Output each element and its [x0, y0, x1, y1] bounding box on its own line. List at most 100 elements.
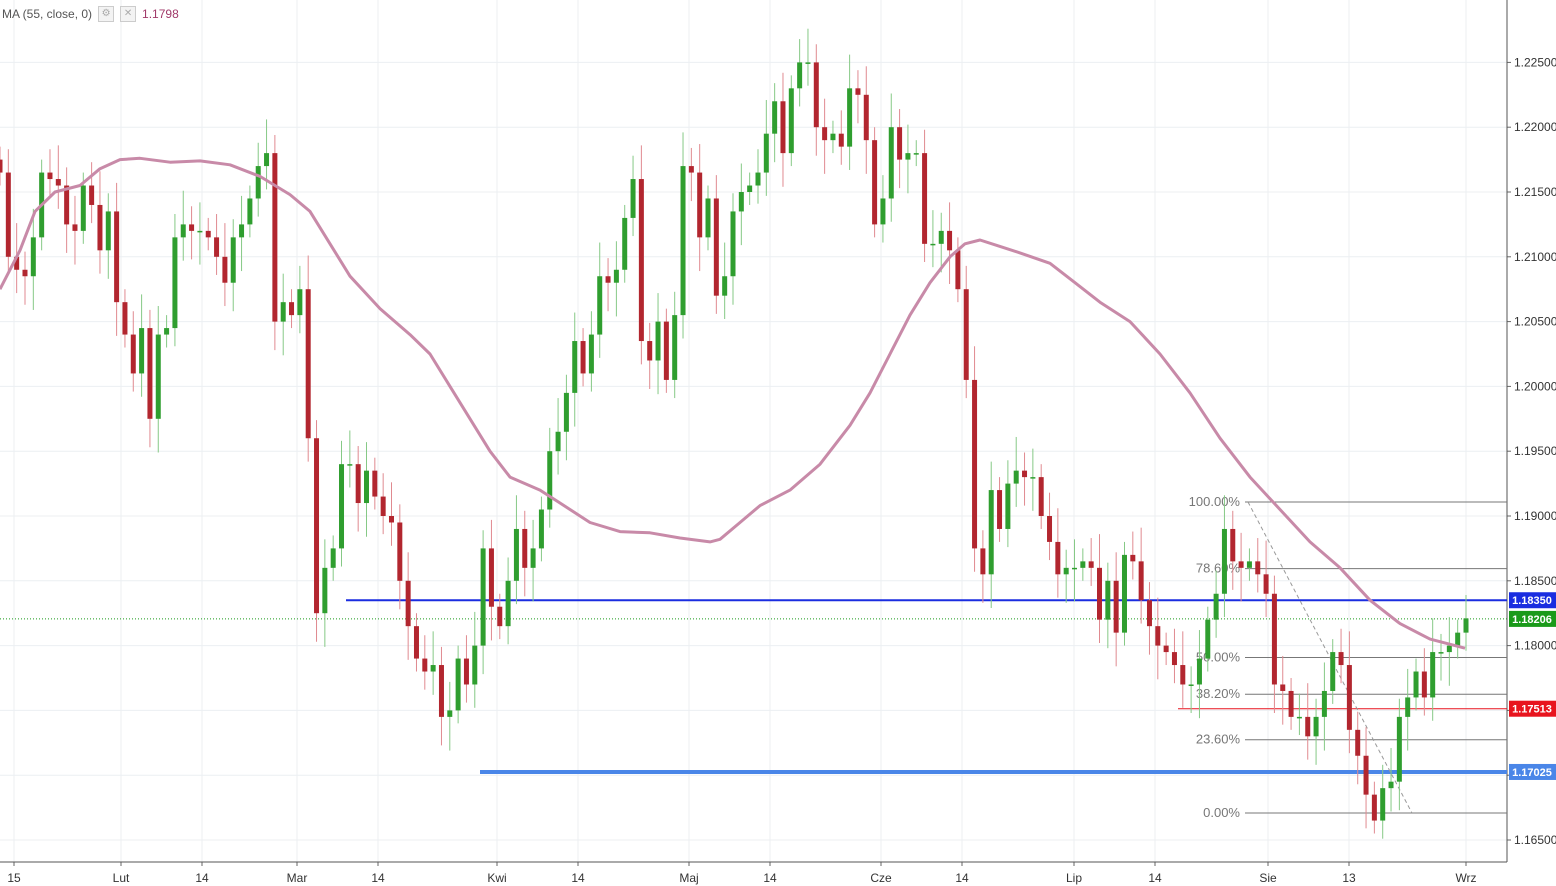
candle-up: [1330, 652, 1336, 691]
candle-down: [355, 464, 361, 504]
candle-up: [1413, 671, 1419, 698]
candle-down: [222, 256, 228, 283]
candle-down: [497, 606, 503, 627]
candle-down: [647, 341, 653, 361]
candle-up: [788, 88, 794, 154]
candle-down: [1088, 561, 1094, 568]
candle-up: [1396, 716, 1402, 782]
candle-down: [1263, 574, 1269, 594]
candle-up: [280, 302, 286, 322]
candle-up: [538, 509, 544, 549]
fib-trend-line[interactable]: [1247, 501, 1413, 814]
time-tick-label: Lip: [1066, 871, 1082, 885]
candle-down: [1055, 541, 1061, 575]
candle-up: [1121, 554, 1127, 633]
price-tick-label: 1.18000: [1514, 639, 1556, 653]
indicator-value: 1.1798: [142, 7, 179, 21]
candle-down: [663, 321, 669, 380]
candle-up: [255, 166, 261, 199]
candle-up: [847, 88, 853, 147]
candle-down: [1338, 652, 1344, 666]
candle-up: [630, 179, 636, 218]
gear-icon[interactable]: ⚙: [98, 6, 115, 22]
candle-down: [1305, 716, 1311, 737]
candle-up: [1013, 470, 1019, 484]
candle-down: [688, 166, 694, 173]
candle-down: [1238, 561, 1244, 568]
price-tick-label: 1.16500: [1514, 833, 1556, 847]
candle-up: [622, 217, 628, 270]
candle-up: [730, 211, 736, 277]
candle-down: [397, 522, 403, 581]
candle-up: [1080, 561, 1086, 568]
candle-down: [1371, 794, 1377, 821]
candle-up: [264, 153, 270, 167]
candle-up: [1380, 788, 1386, 821]
price-tick-label: 1.19000: [1514, 509, 1556, 523]
time-tick-label: 14: [371, 871, 385, 885]
candle-up: [680, 166, 686, 316]
horizontal-levels[interactable]: [0, 599, 1507, 774]
time-tick-label: 14: [1148, 871, 1162, 885]
candle-up: [905, 153, 911, 160]
candle-down: [272, 153, 278, 322]
candle-down: [314, 438, 320, 614]
candle-up: [1213, 593, 1219, 620]
candle-up: [247, 198, 253, 225]
candle-down: [1280, 684, 1286, 691]
time-tick-label: Lut: [113, 871, 130, 885]
fib-level-label: 38.20%: [1196, 686, 1241, 701]
candle-down: [580, 341, 586, 374]
candle-down: [64, 185, 70, 225]
fib-level-label: 0.00%: [1203, 805, 1240, 820]
candle-down: [813, 62, 819, 128]
candle-down: [955, 250, 961, 290]
fib-level-label: 23.60%: [1196, 732, 1241, 747]
candle-up: [1446, 645, 1452, 653]
candle-up: [347, 464, 353, 466]
fibonacci-retracement[interactable]: 100.00% 78.60% 50.00% 38.20% 23.60% 0.00%: [1189, 494, 1507, 820]
candle-up: [1296, 716, 1302, 719]
candle-up: [164, 328, 170, 335]
price-label-text: 1.17513: [1512, 704, 1552, 716]
chart-grid: [0, 0, 1507, 862]
candle-up: [547, 451, 553, 510]
candle-down: [405, 580, 411, 627]
candle-up: [80, 185, 86, 231]
candle-up: [1030, 477, 1036, 479]
candle-down: [605, 276, 611, 283]
candle-up: [722, 276, 728, 296]
price-label-box: [1509, 610, 1556, 627]
candle-down: [1047, 516, 1053, 542]
candle-up: [513, 528, 519, 581]
candle-up: [613, 269, 619, 283]
candle-down: [388, 516, 394, 523]
price-tick-label: 1.18500: [1514, 574, 1556, 588]
candle-up: [505, 580, 511, 627]
close-icon[interactable]: ✕: [120, 6, 137, 22]
price-tick-label: 1.22500: [1514, 55, 1556, 69]
price-axis: 1.165001.170001.175001.180001.185001.190…: [1506, 0, 1556, 862]
candle-down: [5, 172, 11, 257]
candle-down: [438, 665, 444, 717]
candle-down: [122, 302, 128, 335]
candle-up: [1205, 619, 1211, 659]
candle-up: [880, 198, 886, 225]
candle-down: [1355, 729, 1361, 756]
candle-up: [1188, 684, 1194, 686]
candle-down: [305, 289, 311, 439]
candle-down: [822, 127, 828, 141]
candle-down: [1363, 755, 1369, 795]
candle-down: [980, 548, 986, 575]
time-axis: 15 Lut 14 Mar 14 Kwi 14 Maj 14 Cze 14 Lip 14 Sie 13 Wrz: [0, 861, 1507, 885]
candle-up: [572, 341, 578, 393]
candle-up: [230, 237, 236, 283]
candle-up: [1321, 690, 1327, 717]
candle-down: [97, 204, 103, 251]
candle-up: [738, 192, 744, 212]
fib-level-label: 50.00%: [1196, 650, 1241, 665]
candle-down: [963, 289, 969, 380]
price-tick-label: 1.20000: [1514, 379, 1556, 393]
candle-up: [1388, 781, 1394, 789]
